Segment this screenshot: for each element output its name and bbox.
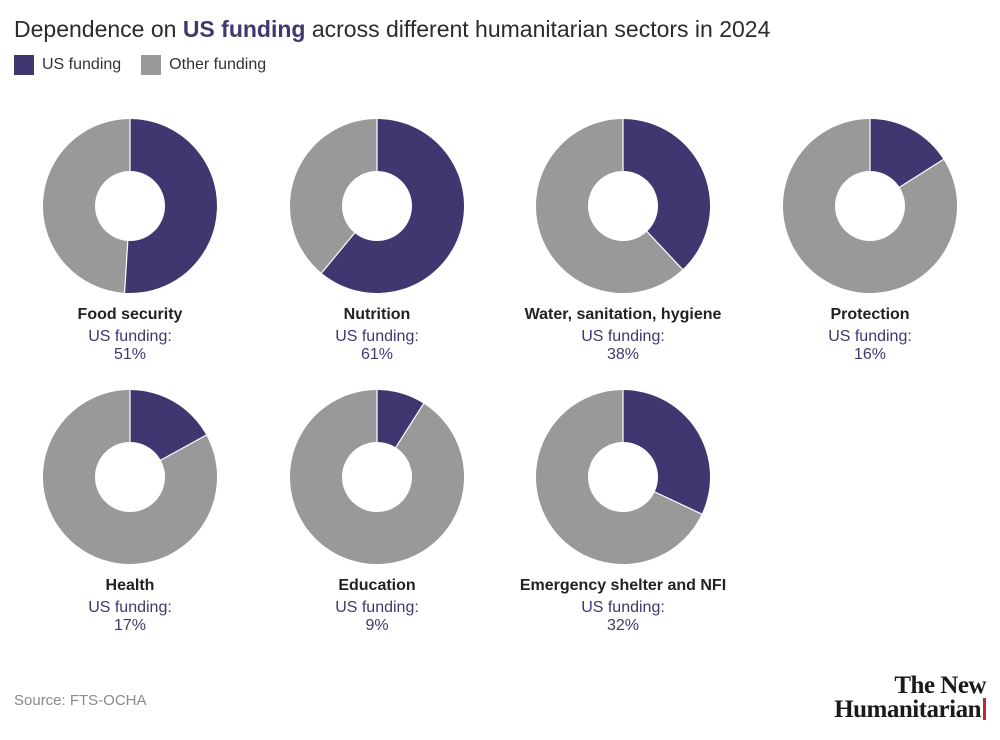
donut-1: Food security US funding:51% [42,118,217,363]
logo-accent-bar [983,698,986,720]
donut-value-label: 9% [365,617,388,634]
logo-line2: Humanitarian [834,696,986,723]
publisher-logo: The New Humanitarian [834,672,986,723]
donut-category-label: Nutrition [344,306,411,323]
logo-line1: The New [894,672,986,699]
donut-category-label: Food security [78,306,183,323]
title-prefix: Dependence on [14,16,183,42]
logo-line2-text: Humanitarian [834,696,981,723]
title-highlight: US funding [182,16,306,42]
donut-caption-label: US funding: [88,599,172,616]
source-note: Source: FTS-OCHA [14,692,147,709]
donut-5: Health US funding:17% [42,390,217,634]
donut-caption-label: US funding: [581,328,665,345]
legend-swatch-us [14,55,34,75]
legend-item-us: US funding [14,55,121,75]
donut-category-label: Health [106,577,155,594]
donut-value-label: 61% [361,346,393,363]
legend-label-us: US funding [42,56,122,73]
legend: US funding Other funding [14,55,286,75]
donut-hole [95,171,165,241]
donut-value-label: 51% [114,346,146,363]
donut-3: Water, sanitation, hygiene US funding:38% [525,119,722,363]
donut-value-label: 17% [114,617,146,634]
donut-caption-label: US funding: [335,328,419,345]
donut-category-label: Water, sanitation, hygiene [525,306,722,323]
donut-6: Education US funding:9% [290,390,465,634]
donut-slice-other [42,118,130,293]
donut-caption-label: US funding: [828,328,912,345]
chart-title: Dependence on US funding across differen… [14,16,770,43]
donut-caption-label: US funding: [581,599,665,616]
donut-hole [342,442,412,512]
donut-hole [342,171,412,241]
donut-7: Emergency shelter and NFI US funding:32% [520,389,726,634]
legend-swatch-other [141,55,162,75]
legend-item-other: Other funding [141,55,266,75]
donut-value-label: 38% [607,346,639,363]
donut-2: Nutrition US funding:61% [290,119,465,363]
donut-hole [95,442,165,512]
donut-slice-us [124,119,217,293]
donut-caption-label: US funding: [88,328,172,345]
legend-label-other: Other funding [169,56,267,73]
donut-4: Protection US funding:16% [783,119,958,363]
title-suffix: across different humanitarian sectors in… [305,16,771,42]
donut-slice-us [623,119,711,270]
donut-slice-other [290,119,377,274]
donut-category-label: Protection [830,306,909,323]
donut-hole [588,442,658,512]
donut-category-label: Education [338,577,415,594]
donut-value-label: 32% [607,617,639,634]
donut-category-label: Emergency shelter and NFI [520,577,726,594]
donut-caption-label: US funding: [335,599,419,616]
donut-hole [588,171,658,241]
donut-value-label: 16% [854,346,886,363]
donut-hole [835,171,905,241]
